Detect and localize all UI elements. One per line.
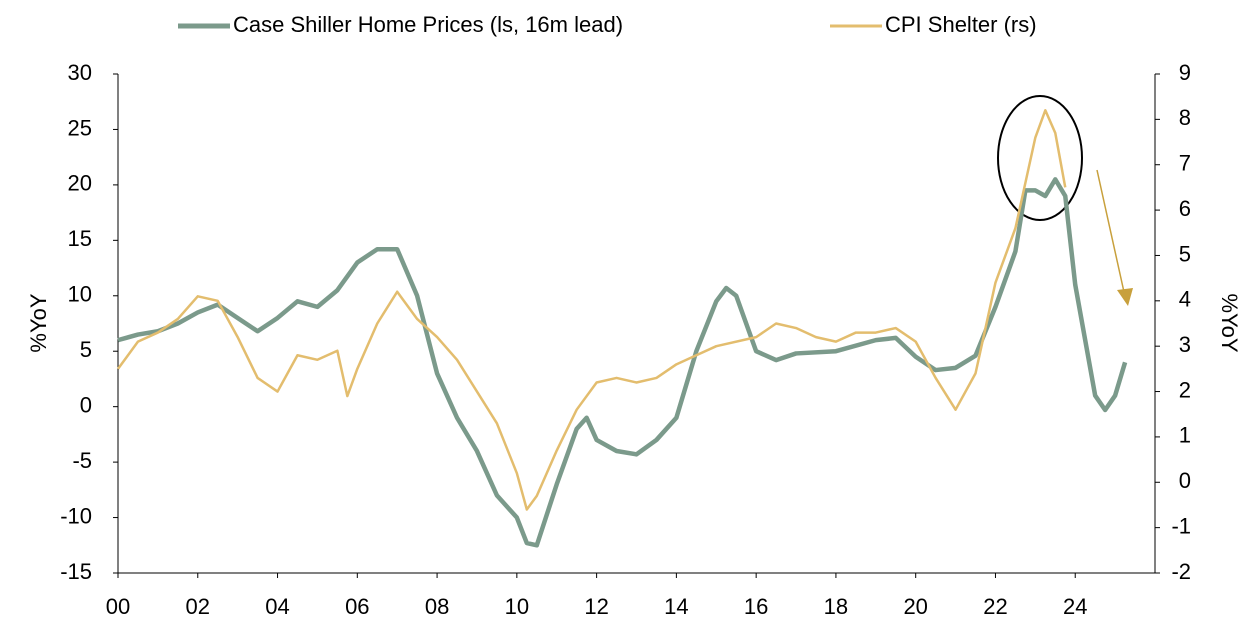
y2-tick-label: 7 <box>1179 151 1191 176</box>
y2-tick-label: -2 <box>1171 559 1191 584</box>
y-tick-label: 20 <box>68 171 92 196</box>
x-tick-label: 02 <box>186 594 210 619</box>
x-tick-label: 20 <box>903 594 927 619</box>
x-tick-label: 14 <box>664 594 688 619</box>
y-tick-label: 15 <box>68 226 92 251</box>
x-tick-label: 00 <box>106 594 130 619</box>
y-tick-label: 30 <box>68 60 92 85</box>
y2-tick-label: 5 <box>1179 241 1191 266</box>
y2-axis-label: %YoY <box>1217 293 1242 352</box>
y2-tick-label: 6 <box>1179 196 1191 221</box>
y-tick-label: 25 <box>68 115 92 140</box>
y-tick-label: 0 <box>80 392 92 417</box>
y-tick-label: -15 <box>60 559 92 584</box>
series-line <box>116 109 1067 511</box>
y-tick-label: -5 <box>72 448 92 473</box>
x-tick-label: 18 <box>824 594 848 619</box>
y-tick-label: -10 <box>60 503 92 528</box>
x-tick-label: 08 <box>425 594 449 619</box>
highlight-ellipse <box>997 95 1083 221</box>
y-tick-label: 5 <box>80 337 92 362</box>
x-tick-label: 10 <box>505 594 529 619</box>
legend-label: Case Shiller Home Prices (ls, 16m lead) <box>233 12 623 37</box>
legend-label: CPI Shelter (rs) <box>885 12 1037 37</box>
y2-tick-label: 9 <box>1179 60 1191 85</box>
annotation-arrow <box>1096 169 1125 293</box>
x-tick-label: 16 <box>744 594 768 619</box>
y2-tick-label: -1 <box>1171 513 1191 538</box>
y2-tick-label: 2 <box>1179 377 1191 402</box>
x-tick-label: 04 <box>265 594 289 619</box>
y2-tick-label: 8 <box>1179 105 1191 130</box>
y2-tick-label: 0 <box>1179 468 1191 493</box>
x-tick-label: 12 <box>584 594 608 619</box>
y2-tick-label: 4 <box>1179 287 1191 312</box>
y2-tick-label: 3 <box>1179 332 1191 357</box>
x-tick-label: 22 <box>983 594 1007 619</box>
y2-tick-label: 1 <box>1179 423 1191 448</box>
y-tick-label: 10 <box>68 282 92 307</box>
y-axis-label: %YoY <box>26 293 51 352</box>
x-tick-label: 24 <box>1063 594 1087 619</box>
arrow-head <box>1117 288 1133 306</box>
series-line <box>117 177 1128 548</box>
x-tick-label: 06 <box>345 594 369 619</box>
